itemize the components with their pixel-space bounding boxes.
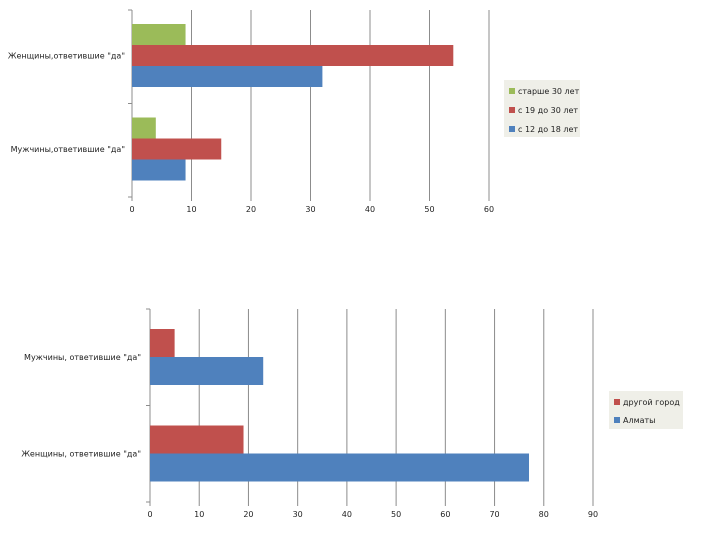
- legend-box: [504, 80, 580, 137]
- legend-swatch: [614, 399, 620, 405]
- legend-entry: с 19 до 30 лет: [518, 106, 578, 115]
- tick-label: 10: [194, 510, 204, 519]
- bar: [132, 159, 186, 181]
- bar: [132, 117, 156, 139]
- legend-entry: другой город: [623, 398, 680, 407]
- tick-label: 50: [391, 510, 401, 519]
- bar: [132, 138, 222, 160]
- bar: [150, 357, 264, 385]
- category-label: Мужчины,ответившие "да": [11, 145, 125, 154]
- legend-swatch: [509, 107, 515, 113]
- tick-label: 20: [246, 205, 256, 214]
- legend-box: [609, 391, 683, 429]
- tick-label: 0: [147, 510, 152, 519]
- legend-entry: с 12 до 18 лет: [518, 125, 578, 134]
- tick-label: 30: [293, 510, 303, 519]
- category-label: Женщины,ответившие "да": [8, 52, 125, 61]
- tick-label: 40: [342, 510, 352, 519]
- tick-label: 80: [539, 510, 549, 519]
- tick-label: 0: [129, 205, 134, 214]
- category-label: Женщины, ответившие "да": [21, 450, 141, 459]
- tick-label: 60: [440, 510, 450, 519]
- legend: старше 30 лет с 19 до 30 лет с 12 до 18 ле…: [504, 80, 580, 137]
- legend-swatch: [509, 126, 515, 132]
- tick-label: 40: [365, 205, 375, 214]
- tick-label: 60: [484, 205, 494, 214]
- bar: [150, 329, 175, 357]
- tick-label: 70: [489, 510, 499, 519]
- legend: другой город Алматы: [609, 391, 683, 429]
- bar: [150, 425, 244, 454]
- tick-label: 90: [588, 510, 598, 519]
- tick-label: 50: [424, 205, 434, 214]
- category-label: Мужчины, ответившие "да": [24, 353, 141, 362]
- age-group-chart: Женщины,ответившие "да" Мужчины,ответивши…: [8, 9, 580, 214]
- legend-swatch: [509, 88, 515, 94]
- bar: [132, 66, 323, 87]
- legend-entry: старше 30 лет: [518, 87, 580, 96]
- bar: [132, 24, 186, 45]
- legend-entry: Алматы: [623, 416, 656, 425]
- tick-label: 10: [186, 205, 196, 214]
- city-chart: Мужчины, ответившие "да" Женщины, ответив…: [21, 308, 683, 519]
- bar: [132, 45, 454, 66]
- bar: [150, 453, 530, 482]
- tick-label: 20: [243, 510, 253, 519]
- tick-label: 30: [305, 205, 315, 214]
- legend-swatch: [614, 417, 620, 423]
